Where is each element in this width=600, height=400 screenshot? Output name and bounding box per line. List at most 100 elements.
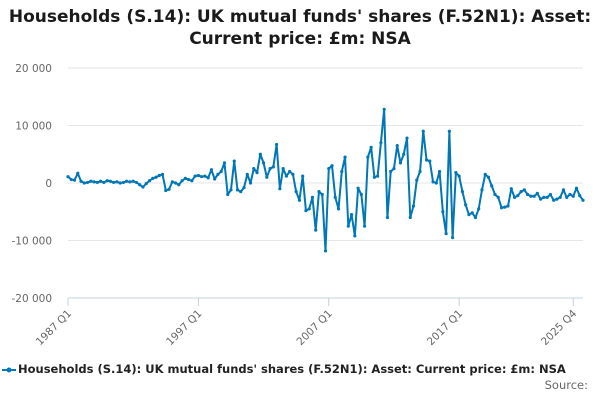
data-point[interactable] [193, 174, 197, 178]
data-point[interactable] [258, 152, 262, 156]
data-point[interactable] [76, 171, 80, 175]
data-point[interactable] [98, 179, 103, 183]
data-point[interactable] [473, 215, 478, 220]
data-point[interactable] [317, 190, 321, 194]
data-point[interactable] [483, 172, 487, 176]
data-point[interactable] [85, 180, 90, 185]
data-point[interactable] [496, 195, 500, 199]
data-point[interactable] [578, 194, 582, 198]
data-point[interactable] [349, 213, 354, 217]
data-point[interactable] [284, 174, 288, 178]
data-point[interactable] [480, 188, 484, 192]
data-point[interactable] [467, 213, 471, 217]
data-point[interactable] [134, 180, 139, 185]
data-point[interactable] [327, 167, 331, 171]
data-point[interactable] [278, 187, 282, 191]
data-point[interactable] [190, 179, 194, 183]
data-point[interactable] [385, 215, 390, 220]
data-point[interactable] [428, 159, 432, 163]
data-point[interactable] [288, 169, 292, 174]
data-point[interactable] [323, 249, 328, 253]
data-point[interactable] [477, 207, 481, 211]
data-point[interactable] [336, 207, 341, 211]
data-point[interactable] [434, 181, 438, 185]
data-point[interactable] [82, 181, 86, 185]
data-point[interactable] [447, 129, 451, 133]
data-point[interactable] [187, 177, 191, 182]
data-point[interactable] [464, 203, 468, 207]
data-point[interactable] [512, 195, 517, 199]
data-point[interactable] [297, 198, 302, 202]
data-point[interactable] [552, 198, 556, 202]
data-point[interactable] [340, 169, 344, 174]
data-point[interactable] [125, 179, 129, 183]
data-point[interactable] [95, 180, 99, 185]
data-point[interactable] [330, 164, 334, 168]
data-point[interactable] [307, 207, 311, 211]
data-point[interactable] [216, 172, 220, 176]
data-point[interactable] [255, 171, 259, 175]
data-point[interactable] [545, 195, 549, 199]
data-point[interactable] [555, 197, 559, 201]
data-point[interactable] [89, 179, 93, 183]
data-point[interactable] [392, 167, 396, 171]
data-point[interactable] [265, 175, 269, 179]
data-point[interactable] [363, 224, 367, 228]
data-point[interactable] [167, 187, 171, 191]
data-point[interactable] [235, 188, 240, 192]
data-point[interactable] [281, 167, 285, 171]
data-point[interactable] [248, 181, 253, 185]
data-point[interactable] [268, 167, 272, 171]
data-point[interactable] [294, 190, 298, 194]
data-point[interactable] [424, 158, 429, 162]
data-point[interactable] [115, 180, 119, 184]
data-point[interactable] [486, 175, 491, 179]
data-point[interactable] [108, 179, 112, 183]
data-point[interactable] [418, 169, 422, 174]
data-point[interactable] [242, 186, 246, 190]
data-point[interactable] [206, 176, 210, 180]
data-point[interactable] [343, 155, 347, 159]
data-point[interactable] [421, 129, 425, 133]
data-point[interactable] [398, 161, 403, 165]
data-point[interactable] [548, 192, 553, 197]
data-point[interactable] [160, 172, 165, 176]
data-point[interactable] [529, 194, 533, 198]
data-point[interactable] [314, 228, 318, 232]
data-point[interactable] [177, 183, 181, 187]
data-point[interactable] [376, 174, 380, 178]
data-point[interactable] [66, 175, 70, 179]
data-point[interactable] [437, 169, 442, 174]
data-point[interactable] [144, 181, 148, 186]
data-point[interactable] [535, 191, 539, 195]
data-point[interactable] [402, 152, 406, 156]
data-point[interactable] [69, 177, 73, 182]
series-line[interactable] [67, 108, 584, 252]
data-point[interactable] [105, 179, 109, 183]
data-point[interactable] [138, 183, 142, 187]
data-point[interactable] [226, 192, 230, 197]
data-point[interactable] [291, 172, 295, 176]
data-point[interactable] [209, 168, 214, 172]
data-point[interactable] [470, 211, 474, 215]
data-point[interactable] [232, 159, 236, 163]
data-point[interactable] [493, 192, 497, 197]
data-point[interactable] [405, 136, 409, 140]
data-point[interactable] [372, 175, 376, 179]
data-point[interactable] [522, 188, 526, 192]
data-point[interactable] [112, 180, 116, 185]
data-point[interactable] [183, 176, 187, 180]
data-point[interactable] [147, 179, 152, 183]
data-point[interactable] [366, 155, 370, 159]
data-point[interactable] [275, 142, 279, 147]
data-point[interactable] [460, 190, 464, 194]
data-point[interactable] [151, 176, 155, 180]
data-point[interactable] [245, 172, 249, 176]
data-point[interactable] [141, 185, 145, 189]
data-point[interactable] [509, 187, 513, 191]
data-point[interactable] [457, 174, 461, 178]
data-point[interactable] [525, 192, 530, 197]
data-point[interactable] [395, 144, 399, 148]
data-point[interactable] [92, 180, 96, 184]
data-point[interactable] [203, 174, 207, 178]
